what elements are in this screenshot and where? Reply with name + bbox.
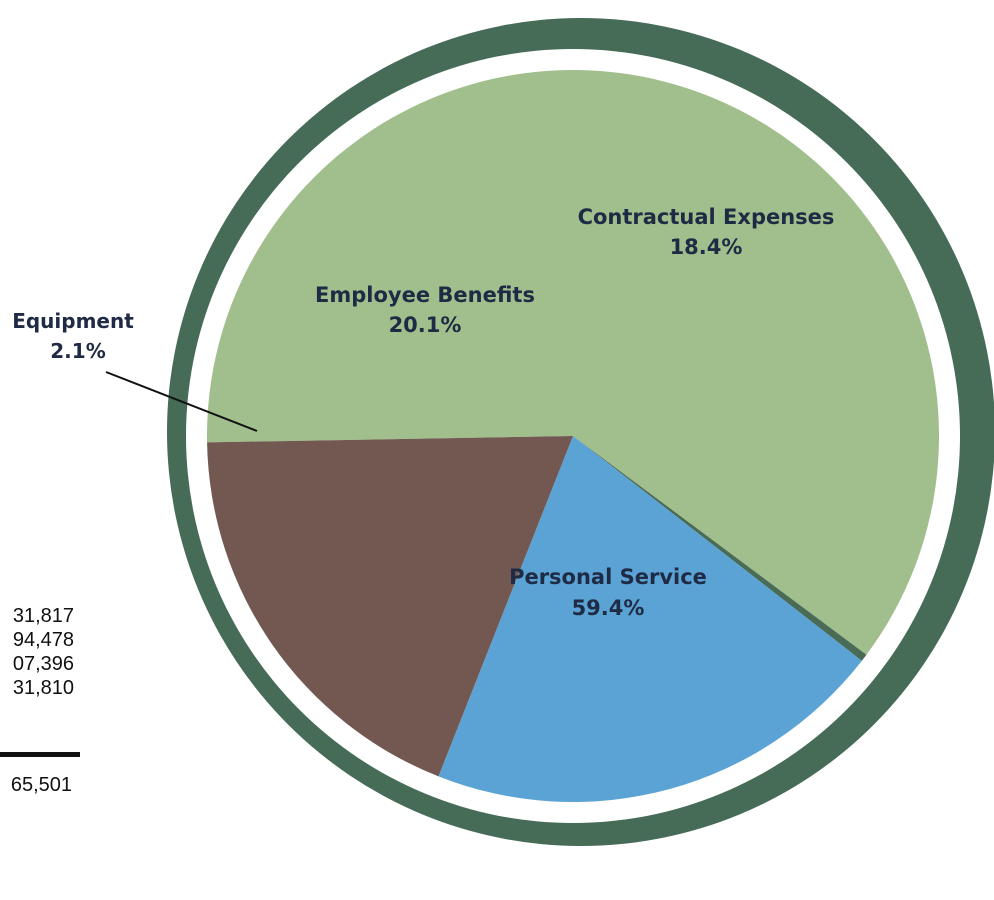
slice-equipment: [573, 436, 867, 661]
value-employee-benefits: 20.1%: [389, 313, 462, 337]
amount-row-4: 31,810: [12, 677, 74, 699]
total-amount: 65,501: [10, 774, 72, 796]
slice-employee-benefits: [438, 436, 862, 802]
label-employee-benefits: Employee Benefits: [315, 283, 535, 307]
slice-personal-service: [207, 69, 940, 655]
amount-list: 31,817 94,478 07,396 31,810: [0, 604, 74, 700]
label-equipment: Equipment: [12, 309, 134, 333]
slice-contractual-expenses: [207, 436, 573, 777]
equipment-leader-line: [105, 371, 258, 432]
label-contractual-expenses: Contractual Expenses: [578, 205, 835, 229]
value-contractual-expenses: 18.4%: [670, 235, 743, 259]
label-personal-service: Personal Service: [509, 565, 707, 589]
amount-row-2: 94,478: [12, 629, 74, 651]
total-rule: [0, 752, 80, 757]
amount-row-3: 07,396: [12, 653, 74, 675]
value-equipment: 2.1%: [50, 339, 105, 363]
amount-row-1: 31,817: [12, 605, 74, 627]
pie-slices: [207, 69, 940, 802]
value-personal-service: 59.4%: [572, 596, 645, 620]
